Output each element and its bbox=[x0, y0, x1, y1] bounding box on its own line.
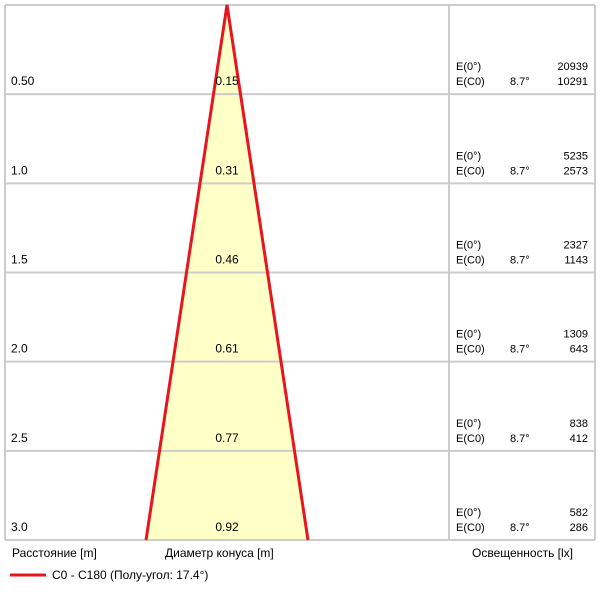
angle: 8.7° bbox=[510, 76, 530, 88]
ec0-value: 10291 bbox=[557, 76, 588, 88]
angle: 8.7° bbox=[510, 433, 530, 445]
angle: 8.7° bbox=[510, 522, 530, 534]
angle: 8.7° bbox=[510, 165, 530, 177]
ec0-value: 1143 bbox=[564, 255, 588, 267]
ec0-label: E(C0) bbox=[456, 255, 485, 267]
distance: 2.0 bbox=[11, 342, 28, 356]
cone-outline bbox=[144, 4, 310, 541]
e0-label: E(0°) bbox=[456, 61, 481, 73]
e0-value: 20939 bbox=[557, 61, 588, 73]
ec0-label: E(C0) bbox=[456, 344, 485, 356]
e0-value: 582 bbox=[570, 507, 588, 519]
distance-axis-label: Расстояние [m] bbox=[12, 546, 97, 560]
ec0-value: 412 bbox=[570, 433, 588, 445]
ec0-value: 2573 bbox=[564, 165, 588, 177]
distance: 0.50 bbox=[11, 74, 35, 88]
e0-value: 838 bbox=[570, 418, 588, 430]
diameter: 0.46 bbox=[215, 253, 239, 267]
ec0-label: E(C0) bbox=[456, 165, 485, 177]
row-labels: 0.50 0.15 E(0°) 20939 E(C0) 8.7° 10291 1.0 0.31 E… bbox=[11, 61, 588, 534]
e0-value: 2327 bbox=[564, 240, 588, 252]
diameter: 0.92 bbox=[215, 520, 239, 534]
ec0-value: 286 bbox=[570, 522, 588, 534]
ec0-value: 643 bbox=[570, 344, 588, 356]
distance: 1.0 bbox=[11, 163, 28, 177]
diameter: 0.61 bbox=[215, 342, 239, 356]
diameter: 0.15 bbox=[215, 74, 239, 88]
angle: 8.7° bbox=[510, 344, 530, 356]
ec0-label: E(C0) bbox=[456, 433, 485, 445]
diameter: 0.77 bbox=[215, 431, 239, 445]
e0-label: E(0°) bbox=[456, 507, 481, 519]
angle: 8.7° bbox=[510, 255, 530, 267]
e0-value: 1309 bbox=[564, 329, 588, 341]
distance: 3.0 bbox=[11, 520, 28, 534]
e0-label: E(0°) bbox=[456, 418, 481, 430]
ec0-label: E(C0) bbox=[456, 76, 485, 88]
illuminance-axis-label: Освещенность [lx] bbox=[472, 546, 573, 560]
ec0-label: E(C0) bbox=[456, 522, 485, 534]
e0-label: E(0°) bbox=[456, 329, 481, 341]
distance: 1.5 bbox=[11, 253, 28, 267]
diameter-axis-label: Диаметр конуса [m] bbox=[165, 546, 274, 560]
grid bbox=[4, 4, 596, 541]
distance: 2.5 bbox=[11, 431, 28, 445]
e0-label: E(0°) bbox=[456, 150, 481, 162]
legend-label: C0 - C180 (Полу-угол: 17.4°) bbox=[52, 568, 208, 582]
e0-value: 5235 bbox=[564, 150, 588, 162]
e0-label: E(0°) bbox=[456, 240, 481, 252]
diameter: 0.31 bbox=[215, 163, 239, 177]
